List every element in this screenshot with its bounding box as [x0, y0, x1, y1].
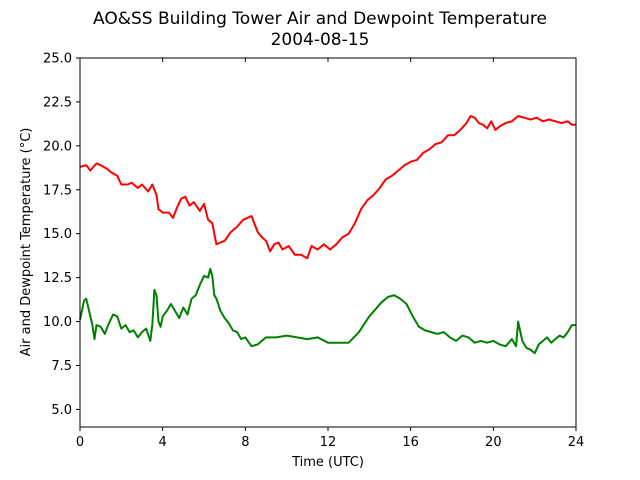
- y-tick-label: 5.0: [51, 403, 72, 418]
- x-tick-label: 12: [320, 435, 337, 450]
- y-tick-label: 22.5: [43, 95, 72, 110]
- y-tick-label: 12.5: [43, 271, 72, 286]
- y-tick-label: 20.0: [43, 139, 72, 154]
- y-axis: 5.0 7.5 10.0 12.5 15.0 17.5 20.0 22.5 25.0: [43, 52, 80, 418]
- y-tick-label: 10.0: [43, 315, 72, 330]
- x-tick-label: 16: [402, 435, 419, 450]
- x-tick-label: 20: [485, 435, 502, 450]
- x-tick-label: 4: [159, 435, 167, 450]
- series-layer: [79, 115, 576, 355]
- x-axis-label: Time (UTC): [291, 455, 364, 470]
- y-tick-label: 25.0: [43, 52, 72, 67]
- chart-title: AO&SS Building Tower Air and Dewpoint Te…: [93, 9, 547, 29]
- series-line-1: [79, 115, 576, 260]
- plot-frame: [79, 57, 577, 428]
- x-tick-label: 24: [568, 435, 585, 450]
- y-tick-label: 17.5: [43, 183, 72, 198]
- series-line-2: [79, 267, 576, 355]
- y-axis-label: Air and Dewpoint Temperature (°C): [19, 128, 34, 357]
- y-tick-label: 7.5: [51, 359, 72, 374]
- x-tick-label: 8: [241, 435, 249, 450]
- y-tick-label: 15.0: [43, 227, 72, 242]
- x-tick-label: 0: [76, 435, 84, 450]
- chart-subtitle: 2004-08-15: [271, 30, 370, 50]
- x-axis: 0 4 8 12 16 20 24: [76, 58, 584, 450]
